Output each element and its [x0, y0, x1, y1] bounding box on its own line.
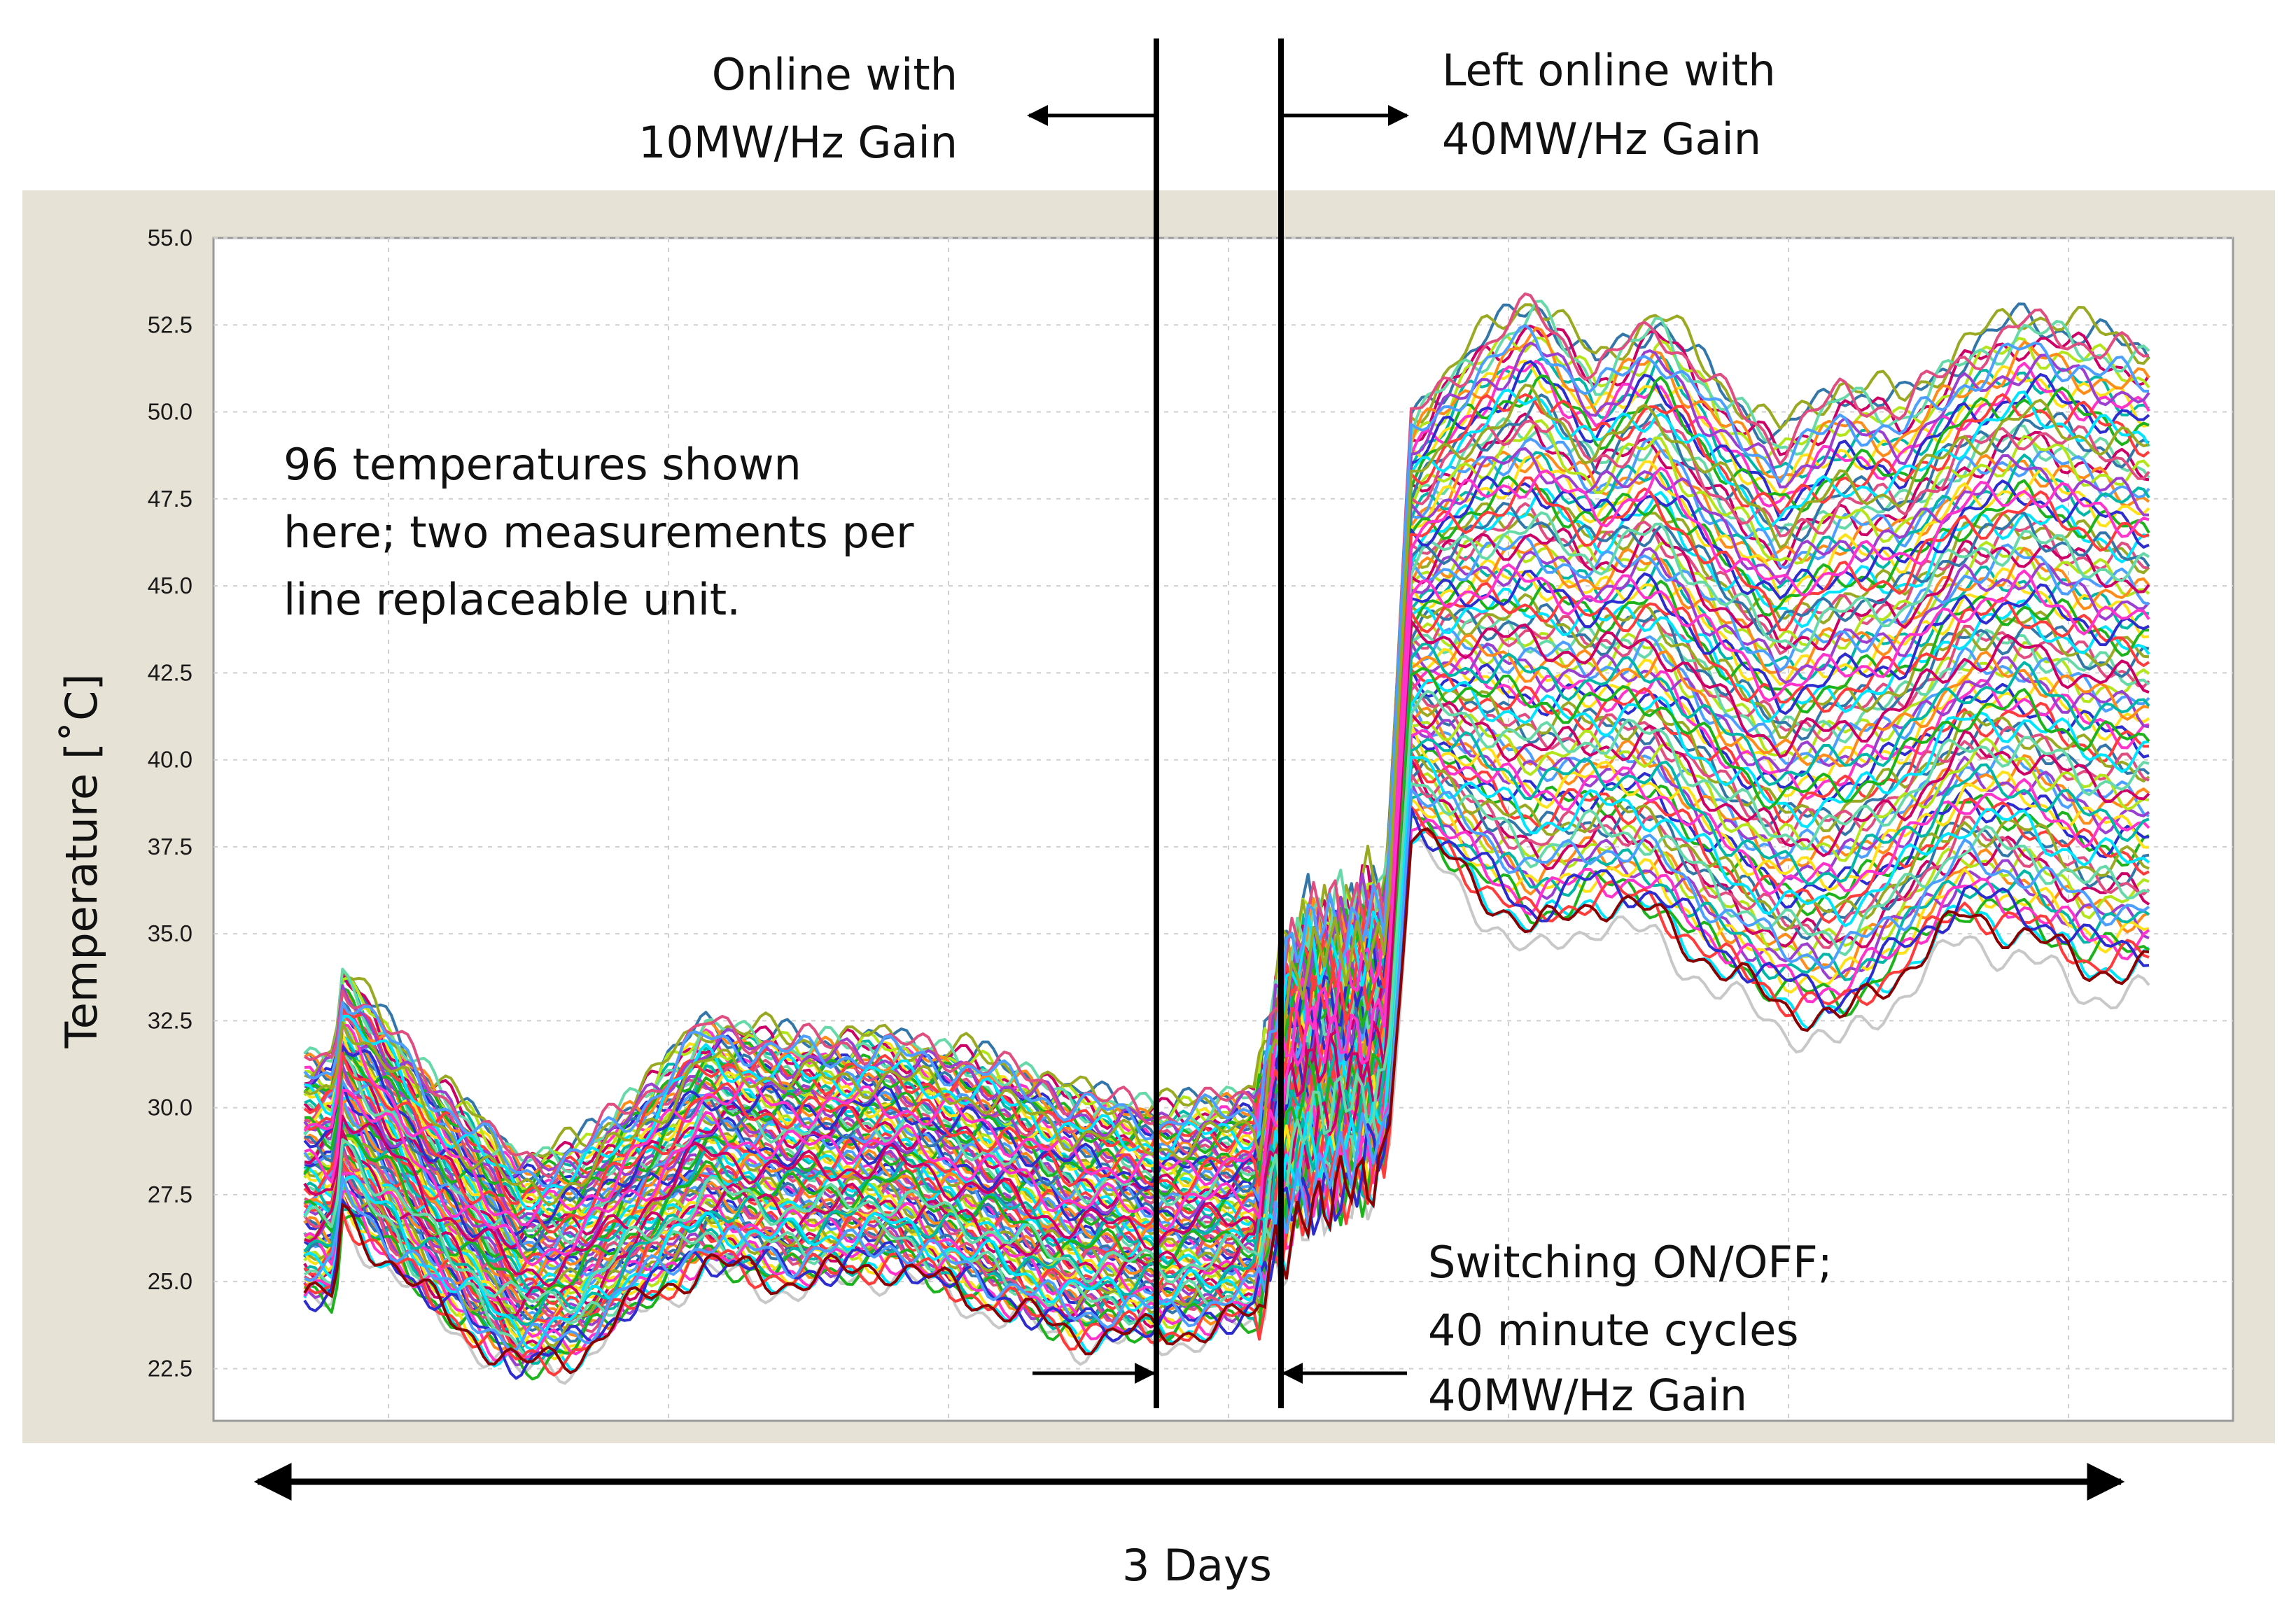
series-line — [303, 706, 2150, 1321]
y-tick-label: 40.0 — [148, 747, 192, 773]
series-line — [304, 667, 2150, 1310]
annotation-switching-line3: 40MW/Hz Gain — [1428, 1370, 1747, 1421]
y-axis-ticks: 55.0 52.5 50.0 47.5 45.0 42.5 40.0 37.5 35.0 32.5… — [148, 225, 192, 1381]
series-line — [304, 729, 2150, 1338]
series-line — [303, 782, 2150, 1358]
series-line — [303, 663, 2150, 1309]
series-line — [304, 384, 2150, 1207]
y-tick-label: 32.5 — [148, 1007, 192, 1033]
series-line — [304, 417, 2150, 1222]
y-tick-label: 30.0 — [148, 1095, 192, 1121]
series-line — [303, 792, 2150, 1365]
annotation-temperature-note-line2: here; two measurements per — [284, 507, 914, 558]
annotation-switching: Switching ON/OFF; 40 minute cycles 40MW/… — [1428, 1237, 1833, 1421]
series-line — [303, 742, 2150, 1347]
duration-label: 3 Days — [1122, 1540, 1272, 1591]
y-tick-label: 52.5 — [148, 311, 192, 337]
series-line — [304, 476, 2150, 1234]
annotation-temperature-note-line3: line replaceable unit. — [284, 574, 741, 625]
annotation-online-40-line2: 40MW/Hz Gain — [1442, 113, 1761, 164]
y-tick-label: 42.5 — [148, 659, 192, 685]
y-tick-label: 25.0 — [148, 1268, 192, 1294]
y-tick-label: 47.5 — [148, 486, 192, 512]
series-line — [304, 501, 2150, 1252]
series-line — [303, 827, 2150, 1375]
series-line — [304, 342, 2150, 1180]
series-line — [304, 475, 2150, 1239]
y-tick-label: 27.5 — [148, 1181, 192, 1207]
series-line — [303, 689, 2150, 1314]
series-line — [303, 292, 2150, 1179]
series-line — [303, 806, 2150, 1377]
annotation-online-40-line1: Left online with — [1442, 45, 1776, 96]
y-tick-label: 37.5 — [148, 834, 192, 859]
annotation-temperature-note-line1: 96 temperatures shown — [284, 439, 802, 490]
y-tick-label: 50.0 — [148, 399, 192, 425]
y-axis-label: Temperature [˚C] — [56, 673, 107, 1048]
y-tick-label: 45.0 — [148, 573, 192, 598]
y-tick-label: 35.0 — [148, 920, 192, 946]
series-line — [303, 300, 2150, 1174]
series-line — [303, 642, 2150, 1293]
annotation-online-10-line2: 10MW/Hz Gain — [638, 117, 958, 168]
temperature-traces — [303, 292, 2150, 1385]
y-tick-label: 22.5 — [148, 1355, 192, 1381]
series-line — [303, 713, 2150, 1326]
series-line — [304, 360, 2150, 1195]
series-line — [303, 393, 2150, 1205]
annotation-online-40: Left online with 40MW/Hz Gain — [1442, 45, 1776, 164]
series-line — [303, 633, 2150, 1293]
gridlines — [214, 237, 2233, 1421]
annotation-temperature-note: 96 temperatures shown here; two measurem… — [284, 439, 914, 625]
series-line — [303, 807, 2150, 1380]
series-line — [304, 563, 2150, 1267]
series-line — [304, 451, 2150, 1222]
annotation-online-10: Online with 10MW/Hz Gain — [638, 49, 958, 168]
series-line — [303, 750, 2150, 1349]
series-line — [303, 680, 2150, 1318]
annotation-switching-line1: Switching ON/OFF; — [1428, 1237, 1833, 1288]
series-line — [303, 466, 2150, 1226]
series-line — [303, 668, 2150, 1305]
annotation-switching-line2: 40 minute cycles — [1428, 1305, 1799, 1356]
y-tick-label: 55.0 — [148, 225, 192, 251]
series-line — [303, 582, 2150, 1277]
annotation-online-10-line1: Online with — [712, 49, 958, 100]
series-line — [303, 324, 2150, 1188]
series-line — [304, 388, 2150, 1211]
series-line — [303, 619, 2150, 1288]
series-line — [303, 412, 2150, 1219]
